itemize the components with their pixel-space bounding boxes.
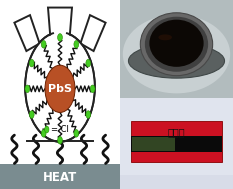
Circle shape bbox=[45, 65, 75, 112]
Circle shape bbox=[25, 32, 95, 142]
Circle shape bbox=[29, 111, 34, 118]
FancyBboxPatch shape bbox=[0, 164, 120, 189]
Circle shape bbox=[86, 59, 91, 67]
Polygon shape bbox=[14, 15, 40, 51]
Circle shape bbox=[41, 130, 46, 137]
Circle shape bbox=[74, 130, 79, 137]
Text: HEAT: HEAT bbox=[43, 171, 77, 184]
Circle shape bbox=[145, 17, 208, 72]
Circle shape bbox=[74, 40, 79, 48]
Ellipse shape bbox=[128, 44, 225, 78]
Circle shape bbox=[86, 111, 91, 118]
Circle shape bbox=[140, 13, 213, 76]
Circle shape bbox=[58, 34, 62, 41]
Circle shape bbox=[90, 85, 95, 93]
Circle shape bbox=[41, 40, 46, 48]
FancyBboxPatch shape bbox=[120, 0, 233, 98]
Circle shape bbox=[25, 85, 30, 93]
FancyBboxPatch shape bbox=[131, 121, 222, 162]
Text: PbS: PbS bbox=[48, 84, 72, 94]
Polygon shape bbox=[80, 15, 106, 51]
FancyBboxPatch shape bbox=[120, 98, 233, 175]
Circle shape bbox=[58, 136, 62, 144]
Text: 光伏膊: 光伏膊 bbox=[168, 127, 185, 137]
FancyBboxPatch shape bbox=[120, 98, 233, 189]
Polygon shape bbox=[48, 8, 72, 38]
Ellipse shape bbox=[123, 15, 230, 93]
Text: = Cl: = Cl bbox=[51, 125, 69, 134]
Circle shape bbox=[45, 126, 49, 133]
Circle shape bbox=[149, 20, 204, 67]
Circle shape bbox=[29, 59, 34, 67]
Ellipse shape bbox=[158, 34, 172, 40]
Circle shape bbox=[26, 33, 94, 140]
FancyBboxPatch shape bbox=[132, 137, 175, 151]
FancyBboxPatch shape bbox=[131, 136, 222, 152]
